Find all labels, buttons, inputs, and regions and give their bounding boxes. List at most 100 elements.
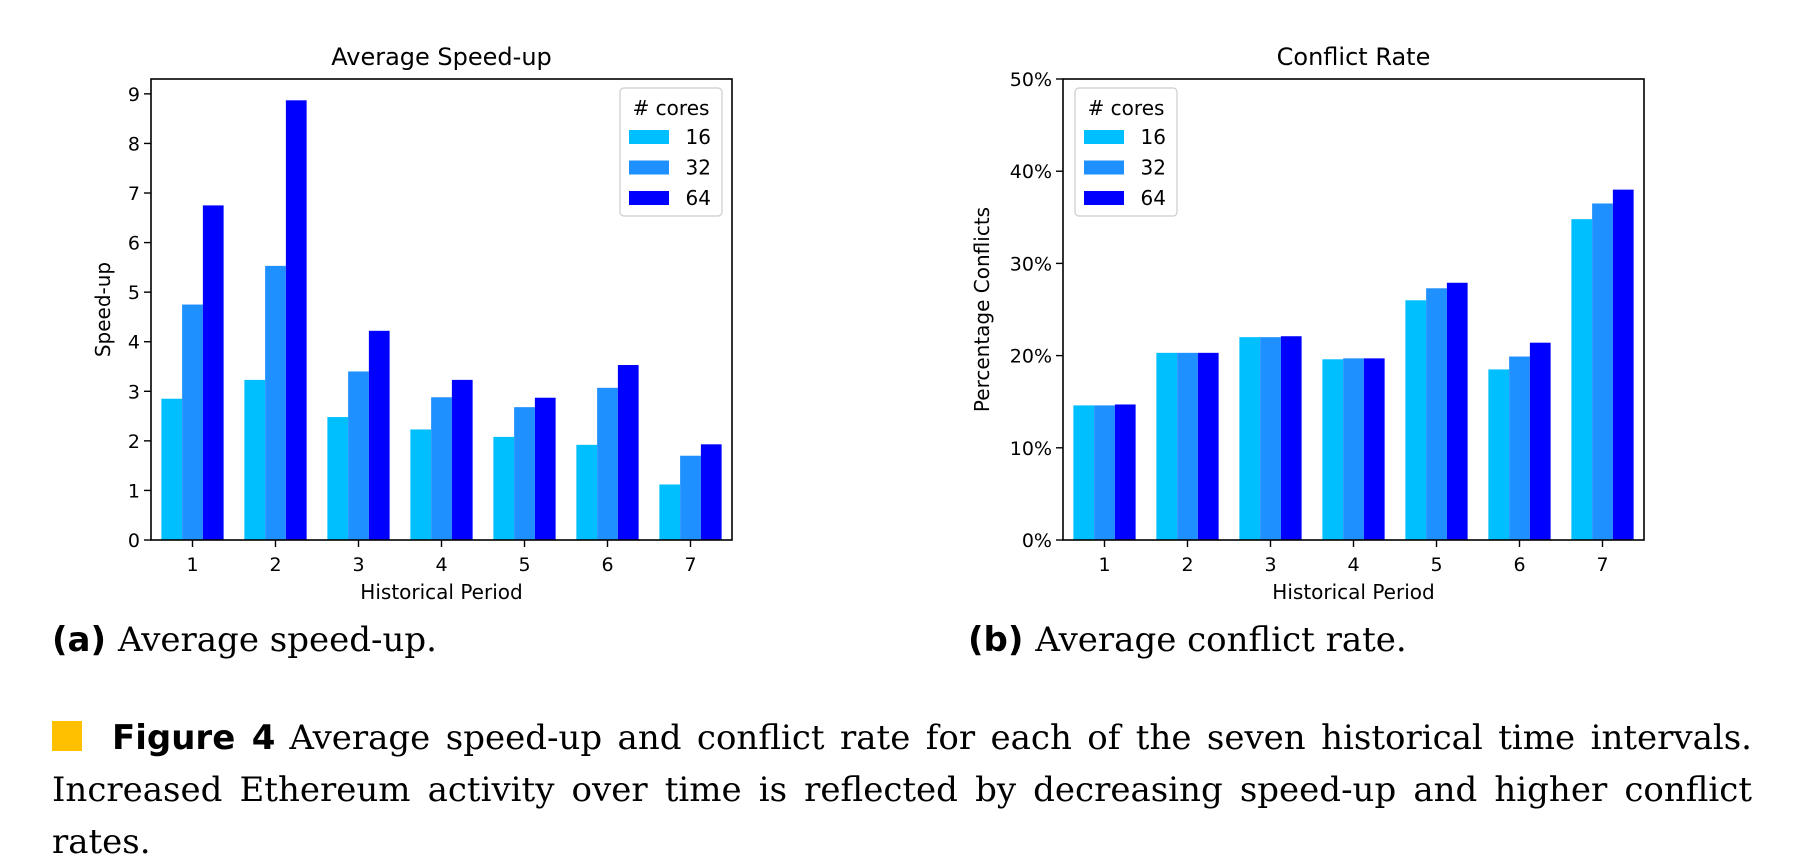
y-tick-label: 0: [128, 530, 140, 552]
x-tick-label: 6: [1513, 554, 1525, 576]
chart-title: Average Speed-up: [331, 43, 552, 71]
bar: [1177, 352, 1198, 540]
bar: [244, 379, 266, 540]
legend-label: 32: [1141, 156, 1166, 180]
y-tick-label: 20%: [1010, 346, 1052, 368]
y-tick-label: 2: [128, 431, 140, 453]
bar: [1260, 337, 1281, 540]
bar: [348, 371, 369, 540]
bar: [1114, 404, 1136, 540]
x-tick-label: 7: [1596, 554, 1608, 576]
chart-title: Conflict Rate: [1277, 43, 1431, 71]
speedup-chart: Average Speed-up 0 1 2 3 4 5 6 7 8 9 1 2 3 4 5 6 7 Histori…: [91, 43, 733, 604]
bar: [659, 484, 681, 540]
x-tick-label: 6: [601, 554, 613, 576]
figure-caption-text: Average speed-up and conflict rate for e…: [52, 718, 1752, 862]
bar: [1156, 352, 1178, 540]
bar: [1197, 352, 1219, 540]
y-tick-label: 1: [128, 480, 140, 502]
legend-label: 64: [686, 186, 711, 210]
bar: [182, 304, 203, 540]
speedup-chart-panel: Average Speed-up 0 1 2 3 4 5 6 7 8 9 1 2 3 4 5 6 7 Histori…: [0, 0, 890, 620]
x-tick-label: 4: [1347, 554, 1359, 576]
legend-title: # cores: [633, 96, 710, 120]
y-axis-label: Speed-up: [91, 262, 115, 357]
conflict-chart: Conflict Rate 0% 10% 20% 30% 40% 50% 1 2 3 4 5 6 7 His…: [970, 43, 1645, 604]
bar: [534, 397, 556, 540]
legend-swatch: [1084, 160, 1124, 175]
legend-swatch: [1084, 191, 1124, 205]
bar: [1280, 336, 1302, 540]
bar: [1488, 369, 1510, 540]
x-tick-label: 3: [1264, 554, 1276, 576]
bar: [1343, 358, 1364, 540]
figure-label: Figure 4: [112, 718, 276, 758]
bar: [1529, 342, 1551, 540]
bar: [617, 365, 639, 540]
legend-swatch: [629, 191, 669, 205]
bar: [161, 398, 183, 540]
bar: [680, 455, 701, 540]
legend-title: # cores: [1088, 96, 1165, 120]
y-tick-label: 10%: [1010, 438, 1052, 460]
y-tick-label: 3: [128, 381, 140, 403]
bar: [493, 436, 515, 540]
x-tick-label: 1: [1098, 554, 1110, 576]
bar: [1405, 300, 1427, 540]
subcaption-b-text: Average conflict rate.: [1035, 620, 1407, 660]
bar: [1509, 356, 1530, 540]
bar: [1094, 405, 1115, 540]
bar: [202, 205, 224, 540]
x-tick-label: 2: [269, 554, 281, 576]
y-tick-label: 8: [128, 133, 140, 155]
bar: [700, 444, 722, 540]
bar: [514, 407, 535, 540]
legend-swatch: [629, 160, 669, 175]
y-tick-label: 40%: [1010, 161, 1052, 183]
y-tick-label: 4: [128, 332, 140, 354]
bar: [1446, 282, 1468, 540]
bar: [576, 444, 598, 540]
legend-swatch: [629, 130, 669, 144]
subcaption-b-tag: (b): [968, 620, 1024, 660]
x-tick-label: 5: [518, 554, 530, 576]
bar: [1073, 405, 1095, 540]
subcaption-a: (a) Average speed-up.: [52, 620, 437, 660]
y-tick-label: 5: [128, 282, 140, 304]
y-tick-label: 0%: [1022, 530, 1052, 552]
legend-label: 64: [1141, 186, 1166, 210]
bar: [451, 379, 473, 540]
x-tick-label: 5: [1430, 554, 1442, 576]
x-axis-label: Historical Period: [360, 580, 522, 604]
x-tick-label: 1: [186, 554, 198, 576]
bar: [1239, 337, 1261, 540]
bar: [1612, 189, 1634, 540]
x-tick-label: 2: [1181, 554, 1193, 576]
bar: [1571, 219, 1593, 541]
bar: [597, 387, 618, 540]
bar: [327, 417, 349, 540]
legend-box: [619, 87, 723, 217]
caption-marker-icon: [52, 721, 82, 751]
bar: [431, 397, 452, 540]
x-axis-label: Historical Period: [1272, 580, 1434, 604]
legend-label: 32: [686, 156, 711, 180]
conflict-chart-panel: Conflict Rate 0% 10% 20% 30% 40% 50% 1 2 3 4 5 6 7 His…: [900, 0, 1790, 620]
bar: [1363, 358, 1385, 540]
y-tick-label: 50%: [1010, 69, 1052, 91]
bar: [285, 100, 307, 540]
legend-label: 16: [1141, 125, 1166, 149]
x-tick-label: 7: [684, 554, 696, 576]
legend-swatch: [1084, 130, 1124, 144]
figure-caption: Figure 4 Average speed-up and conflict ra…: [52, 712, 1752, 868]
bar: [368, 330, 390, 540]
bar: [1426, 288, 1447, 540]
bar: [410, 429, 432, 540]
x-tick-label: 4: [435, 554, 447, 576]
y-tick-label: 30%: [1010, 253, 1052, 275]
subcaption-a-text: Average speed-up.: [118, 620, 437, 660]
subcaption-b: (b) Average conflict rate.: [968, 620, 1407, 660]
bar: [1592, 203, 1613, 540]
x-tick-label: 3: [352, 554, 364, 576]
